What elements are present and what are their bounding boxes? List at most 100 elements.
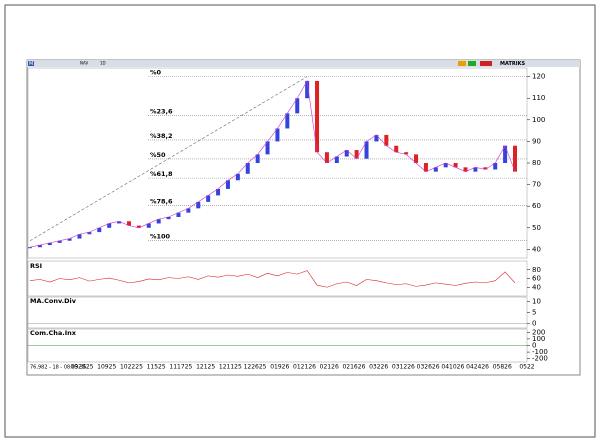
candle	[354, 150, 359, 159]
candle	[245, 163, 250, 174]
candle	[126, 221, 131, 226]
fib-label: %78,6	[150, 198, 173, 206]
candle	[107, 223, 112, 228]
date-label: 122625	[244, 364, 267, 371]
candle	[166, 216, 171, 220]
y-tick-label: -200	[532, 355, 548, 363]
y-tick-label: 120	[532, 73, 545, 81]
candle	[344, 150, 349, 157]
candle	[394, 145, 399, 153]
candle	[404, 152, 409, 155]
logo-bg	[28, 61, 34, 66]
candle	[28, 247, 32, 249]
fib-label: %0	[150, 69, 162, 77]
fib-label: %38,2	[150, 132, 173, 140]
candle	[146, 223, 151, 228]
candle	[206, 195, 211, 202]
candle	[47, 242, 52, 246]
toolbar-field[interactable]: 1D	[100, 61, 106, 66]
date-label: 041026	[441, 364, 464, 371]
candle	[176, 212, 181, 217]
candle	[196, 201, 201, 209]
date-label: 102225	[120, 364, 143, 371]
window	[26, 59, 581, 376]
candle	[235, 173, 240, 181]
toolbar-field[interactable]: NAV	[80, 61, 88, 66]
toolbar-button[interactable]	[468, 61, 476, 66]
fib-label: %100	[150, 233, 171, 241]
candle	[305, 80, 310, 99]
toolbar-button[interactable]	[480, 61, 492, 66]
candle	[285, 113, 290, 129]
candle	[334, 156, 339, 163]
candle	[225, 180, 230, 189]
y-tick-label: 100	[532, 335, 545, 343]
y-tick-label: 50	[532, 224, 541, 232]
candle	[97, 227, 102, 233]
candle	[503, 145, 508, 163]
candle	[473, 167, 478, 172]
panel-title: MA.Conv.Div	[30, 297, 77, 305]
y-tick-label: 80	[532, 266, 541, 274]
date-label: 042426	[466, 364, 489, 371]
y-tick-label: 80	[532, 159, 541, 167]
y-tick-label: 110	[532, 94, 545, 102]
date-label: 012126	[293, 364, 316, 371]
y-tick-label: 10	[532, 297, 541, 305]
y-tick-label: 0	[532, 342, 536, 350]
candle	[443, 163, 448, 168]
candle	[67, 238, 72, 241]
toolbar-field[interactable]: MATRIKS	[500, 61, 525, 67]
date-label: 092525	[71, 364, 94, 371]
candle	[384, 134, 389, 146]
candle	[186, 208, 191, 213]
y-tick-label: -100	[532, 348, 548, 356]
date-label: 05826	[493, 364, 512, 371]
candle	[117, 221, 122, 224]
candle	[57, 240, 62, 243]
y-tick-label: 40	[532, 245, 541, 253]
date-label: 031226	[392, 364, 415, 371]
candle	[513, 145, 517, 172]
candle	[374, 134, 379, 142]
y-tick-label: 60	[532, 202, 541, 210]
panel-title: RSI	[30, 262, 42, 270]
candle	[37, 245, 42, 248]
candle	[324, 152, 329, 163]
candle	[87, 232, 92, 235]
candle	[77, 234, 82, 239]
date-label: 10925	[97, 364, 116, 371]
panel-title: Com.Cha.Inx	[30, 329, 77, 337]
fib-label: %23,6	[150, 108, 173, 116]
price-line	[29, 80, 516, 248]
y-tick-label: 5	[532, 309, 536, 317]
candle	[463, 167, 468, 172]
candle	[295, 98, 300, 114]
date-label: 02126	[320, 364, 339, 371]
candle	[364, 141, 369, 159]
y-tick-label: 60	[532, 275, 541, 283]
date-label: 121125	[219, 364, 242, 371]
date-label: 111725	[169, 364, 192, 371]
candle	[275, 128, 280, 142]
y-tick-label: 0	[532, 320, 536, 328]
y-tick-label: 40	[532, 283, 541, 291]
toolbar-button[interactable]	[458, 61, 466, 66]
date-label: 11525	[147, 364, 166, 371]
y-tick-label: 90	[532, 137, 541, 145]
y-tick-label: 100	[532, 116, 545, 124]
toolbar	[27, 60, 580, 67]
date-label: 021626	[342, 364, 365, 371]
panels: 405060708090100110120%0%23,6%38,2%50%61,…	[27, 67, 548, 371]
candle	[414, 154, 419, 163]
date-label: 03226	[369, 364, 388, 371]
rsi-line	[29, 270, 516, 288]
logo: M	[29, 61, 33, 67]
trend-line	[29, 76, 308, 241]
candle	[483, 167, 488, 170]
fib-label: %61,8	[150, 170, 173, 178]
candle	[315, 80, 320, 153]
candle	[423, 163, 428, 172]
date-label: 0522	[519, 364, 534, 371]
